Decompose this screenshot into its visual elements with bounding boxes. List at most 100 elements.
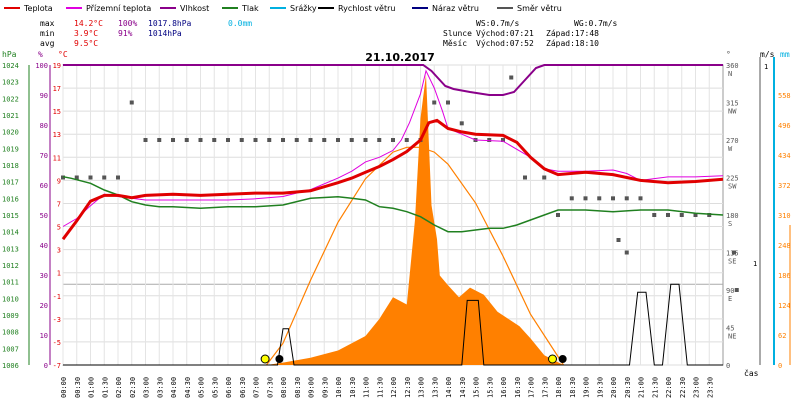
- x-tick-label: 20:00: [610, 377, 618, 398]
- pct-tick: 90: [40, 92, 48, 100]
- wind-direction-point: [377, 138, 382, 142]
- temp-tick: 9: [57, 177, 61, 185]
- x-tick-label: 12:00: [390, 377, 398, 398]
- sun-rise: Východ:07:21: [476, 29, 534, 38]
- pct-tick: 10: [40, 332, 48, 340]
- x-tick-label: 19:30: [596, 377, 604, 398]
- x-tick-label: 16:00: [500, 377, 508, 398]
- solar-tick: 310: [778, 212, 791, 220]
- stat-max-press: 1017.8hPa: [148, 19, 192, 28]
- wind-direction-point: [212, 138, 217, 142]
- hpa-tick: 1019: [2, 145, 19, 153]
- stat-avg-temp: 9.5°C: [74, 39, 98, 48]
- pct-tick: 60: [40, 182, 48, 190]
- dir-name: NW: [728, 108, 737, 116]
- x-tick-label: 00:30: [74, 377, 82, 398]
- temp-tick: -1: [53, 293, 61, 301]
- series-wind-speed: [63, 283, 723, 366]
- x-tick-label: 23:00: [693, 377, 701, 398]
- pct-tick: 100: [35, 62, 48, 70]
- temp-tick: 19: [53, 62, 61, 70]
- x-tick-label: 05:00: [198, 377, 206, 398]
- temp-tick: 1: [57, 270, 61, 278]
- hpa-tick: 1021: [2, 112, 19, 120]
- wind-direction-point: [666, 213, 670, 217]
- stat-max-rain: 0.0mm: [228, 19, 252, 28]
- wind-direction-point: [253, 138, 258, 142]
- x-tick-label: 14:00: [445, 377, 453, 398]
- x-tick-label: 22:00: [665, 377, 673, 398]
- wind-direction-point: [707, 213, 712, 217]
- dir-tick: 270: [726, 137, 739, 145]
- wind-direction-point: [198, 138, 203, 142]
- dir-tick: 315: [726, 100, 739, 108]
- sunset-marker: [548, 354, 557, 364]
- hpa-tick: 1011: [2, 279, 19, 287]
- wind-direction-point: [597, 196, 602, 201]
- hpa-tick: 1015: [2, 212, 19, 220]
- wind-direction-point: [616, 238, 621, 242]
- temp-tick: -3: [53, 316, 61, 324]
- hpa-tick: 1014: [2, 229, 19, 237]
- x-tick-label: 08:00: [280, 377, 288, 398]
- x-tick-label: 10:30: [349, 377, 357, 398]
- x-tick-label: 22:30: [679, 377, 687, 398]
- legend-label: Vlhkost: [180, 4, 209, 13]
- wind-direction-point: [102, 175, 107, 180]
- temp-tick: 7: [57, 200, 61, 208]
- hpa-tick: 1024: [2, 62, 19, 70]
- axis-label-temp: °C: [58, 50, 68, 59]
- sun-set: Západ:17:48: [546, 29, 599, 38]
- x-tick-label: 07:30: [266, 377, 274, 398]
- x-tick-label: 18:30: [569, 377, 577, 398]
- wind-direction-point: [294, 138, 299, 142]
- wind-direction-point: [171, 138, 175, 142]
- stat-min-hum: 91%: [118, 29, 133, 38]
- x-tick-label: 02:30: [129, 377, 137, 398]
- solar-tick: 496: [778, 122, 791, 130]
- axis-label-pct: %: [38, 50, 43, 59]
- wind-direction-point: [542, 175, 547, 180]
- wind-direction-point: [624, 196, 629, 201]
- legend-label: Směr větru: [517, 4, 562, 13]
- x-tick-label: 11:30: [376, 377, 384, 398]
- wind-direction-point: [226, 138, 230, 142]
- stat-avg-label: avg: [40, 39, 55, 48]
- series-temperature: [61, 118, 724, 241]
- moonset-marker: [558, 355, 567, 363]
- pct-tick: 30: [40, 272, 48, 280]
- x-tick-label: 20:30: [624, 377, 632, 398]
- x-tick-label: 03:30: [156, 377, 164, 398]
- dir-tick: 45: [726, 325, 734, 333]
- x-tick-label: 21:30: [651, 377, 659, 398]
- wind-direction-point: [336, 138, 340, 142]
- dir-name: SE: [728, 258, 736, 266]
- x-tick-label: 17:30: [541, 377, 549, 398]
- moon-label: Měsíc: [443, 39, 467, 48]
- wind-direction-point: [583, 196, 588, 201]
- x-tick-label: 15:00: [473, 377, 481, 398]
- x-tick-label: 12:30: [404, 377, 412, 398]
- wind-direction-point: [569, 196, 574, 201]
- x-tick-label: 03:00: [143, 377, 151, 398]
- solar-tick: 124: [778, 302, 791, 310]
- stat-wg: WG:0.7m/s: [574, 19, 618, 28]
- axis-label-hpa: hPa: [2, 50, 17, 59]
- wind-direction-point: [734, 288, 739, 292]
- x-tick-label: 06:00: [225, 377, 233, 398]
- x-tick-label: 07:00: [253, 377, 261, 398]
- dir-name: E: [728, 295, 732, 303]
- wind-direction-point: [239, 138, 244, 142]
- hpa-tick: 1009: [2, 312, 19, 320]
- legend-label: Srážky: [290, 4, 317, 13]
- x-tick-label: 09:00: [308, 377, 316, 398]
- temp-tick: 13: [53, 131, 61, 139]
- pct-tick: 0: [44, 362, 48, 370]
- x-tick-label: 01:00: [88, 377, 96, 398]
- temp-tick: 3: [57, 247, 61, 255]
- wind-direction-point: [693, 213, 698, 217]
- dir-name: SW: [728, 183, 737, 191]
- moon-set: Západ:18:10: [546, 39, 599, 48]
- x-tick-label: 04:30: [184, 377, 192, 398]
